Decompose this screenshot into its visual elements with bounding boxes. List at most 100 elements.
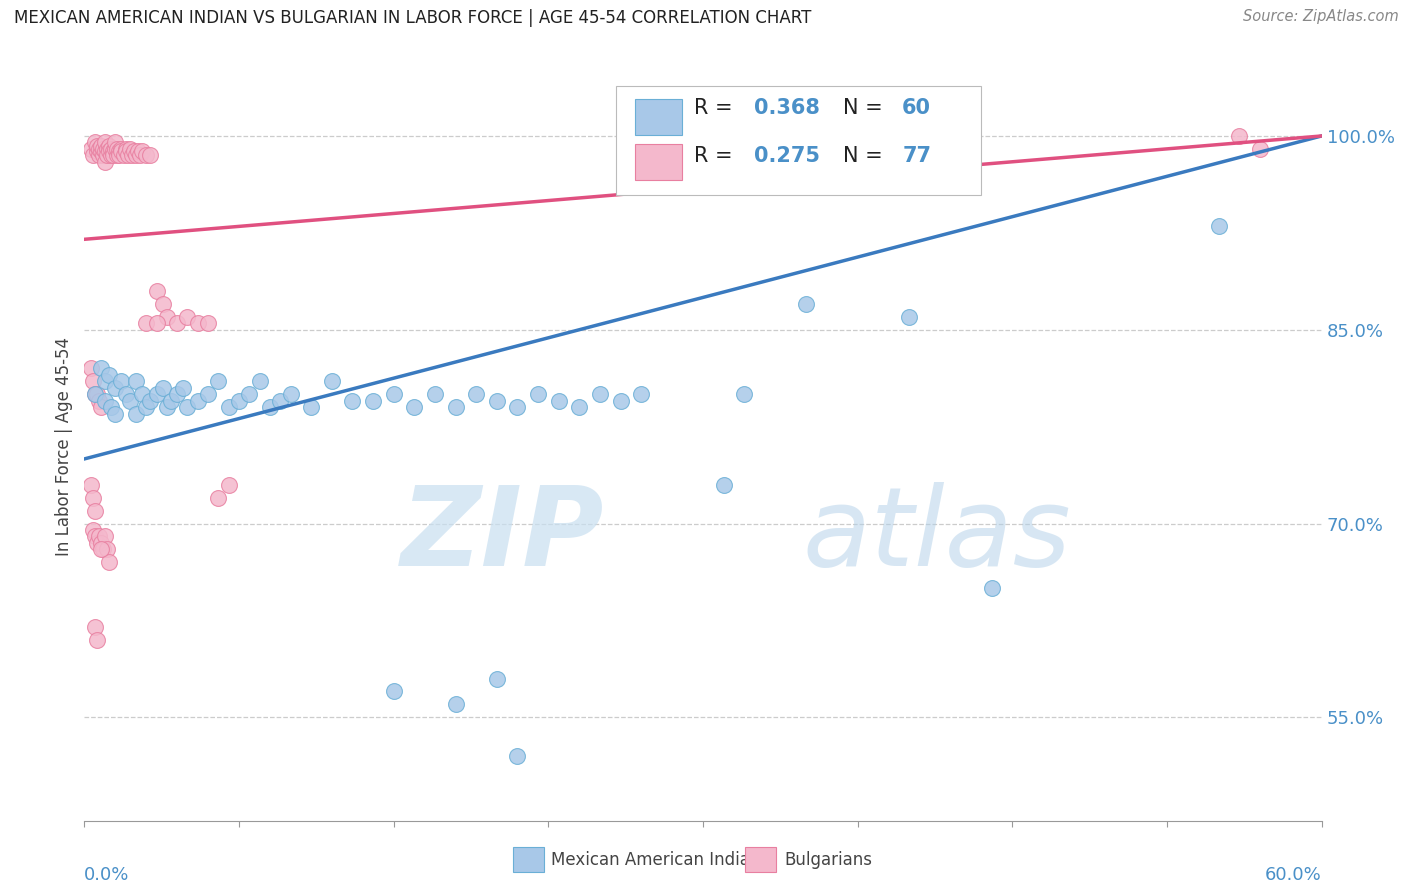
Point [506, 749, 529, 764]
Point [361, 393, 384, 408]
Point [135, 401, 157, 415]
Point [83, 136, 105, 150]
Point [733, 387, 755, 401]
Point [444, 401, 467, 415]
Point [423, 387, 446, 401]
Point [465, 387, 488, 401]
Point [100, 401, 122, 415]
Point [249, 375, 271, 389]
Point [94, 393, 117, 408]
Point [104, 381, 127, 395]
Point [83, 387, 105, 401]
Point [122, 145, 145, 159]
Text: N =: N = [842, 97, 889, 118]
Point [94, 529, 117, 543]
Point [79, 477, 101, 491]
Text: Bulgarians: Bulgarians [785, 851, 873, 869]
Point [444, 698, 467, 712]
Point [87, 142, 110, 156]
Point [94, 145, 117, 159]
Point [506, 401, 529, 415]
Point [112, 148, 135, 162]
Point [86, 145, 108, 159]
Point [86, 536, 108, 550]
Point [91, 148, 114, 162]
Point [135, 316, 157, 330]
Point [91, 142, 114, 156]
Point [94, 375, 117, 389]
Point [218, 477, 240, 491]
Point [108, 148, 131, 162]
Point [79, 142, 101, 156]
Point [321, 375, 343, 389]
Point [125, 375, 148, 389]
Point [125, 407, 148, 421]
Point [382, 387, 405, 401]
Point [98, 145, 121, 159]
Point [127, 145, 149, 159]
Point [135, 148, 157, 162]
Point [100, 148, 122, 162]
Point [269, 393, 291, 408]
Point [145, 316, 167, 330]
Point [114, 387, 136, 401]
Point [90, 145, 112, 159]
Point [160, 393, 183, 408]
Point [96, 148, 118, 162]
Point [87, 529, 110, 543]
Point [87, 148, 110, 162]
Point [166, 387, 188, 401]
Text: 0.275: 0.275 [754, 146, 820, 166]
Point [94, 154, 117, 169]
Point [121, 148, 143, 162]
Text: R =: R = [695, 146, 740, 166]
Point [103, 148, 125, 162]
Point [259, 401, 281, 415]
FancyBboxPatch shape [636, 99, 682, 135]
Text: 60: 60 [903, 97, 931, 118]
Point [82, 148, 104, 162]
Point [118, 393, 141, 408]
Point [404, 401, 426, 415]
Point [197, 316, 219, 330]
Point [485, 672, 508, 686]
Text: MEXICAN AMERICAN INDIAN VS BULGARIAN IN LABOR FORCE | AGE 45-54 CORRELATION CHAR: MEXICAN AMERICAN INDIAN VS BULGARIAN IN … [14, 9, 811, 27]
Text: R =: R = [695, 97, 740, 118]
Point [90, 139, 112, 153]
Point [86, 632, 108, 647]
Text: Source: ZipAtlas.com: Source: ZipAtlas.com [1243, 9, 1399, 24]
Point [197, 387, 219, 401]
Point [117, 148, 139, 162]
Point [125, 148, 148, 162]
Point [207, 375, 229, 389]
Point [176, 310, 198, 324]
Point [280, 387, 302, 401]
Point [172, 381, 194, 395]
Point [104, 142, 127, 156]
Point [90, 536, 112, 550]
Point [96, 142, 118, 156]
Point [131, 145, 153, 159]
Y-axis label: In Labor Force | Age 45-54: In Labor Force | Age 45-54 [55, 336, 73, 556]
Point [152, 297, 174, 311]
Point [105, 148, 128, 162]
Point [794, 297, 817, 311]
Point [568, 401, 591, 415]
Point [139, 393, 162, 408]
Text: 0.0%: 0.0% [84, 865, 129, 884]
Point [527, 387, 550, 401]
Point [110, 145, 132, 159]
Point [90, 361, 112, 376]
Point [114, 145, 136, 159]
Point [1249, 142, 1271, 156]
Point [228, 393, 250, 408]
Point [100, 142, 122, 156]
Point [83, 529, 105, 543]
Point [218, 401, 240, 415]
Point [114, 142, 136, 156]
Point [129, 148, 152, 162]
Point [139, 148, 162, 162]
Point [86, 387, 108, 401]
Point [82, 375, 104, 389]
Point [207, 491, 229, 505]
